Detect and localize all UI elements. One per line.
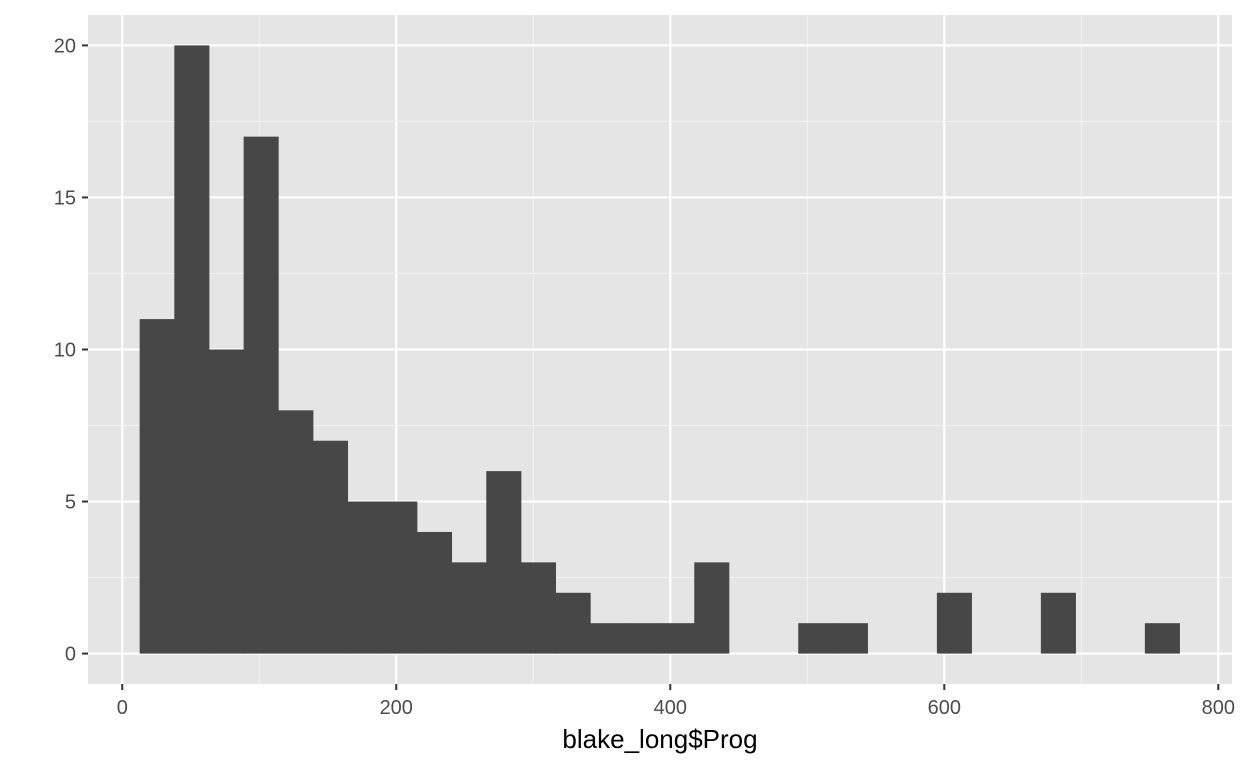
histogram-bar (451, 562, 487, 654)
histogram-bar (1040, 592, 1076, 654)
histogram-bar (139, 319, 175, 654)
histogram-bar (486, 471, 522, 654)
histogram-bar (278, 410, 314, 654)
y-tick-label: 5 (65, 492, 76, 514)
histogram-bar (208, 349, 245, 654)
histogram-bar (555, 592, 591, 654)
histogram-bar (382, 501, 418, 654)
x-axis-title: blake_long$Prog (562, 724, 757, 754)
histogram-bar (174, 45, 210, 654)
x-tick-label: 400 (654, 697, 687, 719)
y-tick-label: 10 (54, 340, 76, 362)
x-tick-label: 200 (380, 697, 413, 719)
histogram-bar (312, 440, 349, 654)
histogram-bar (624, 623, 660, 654)
x-tick-label: 800 (1202, 697, 1235, 719)
y-tick-label: 0 (65, 644, 76, 666)
x-tick-label: 0 (117, 697, 128, 719)
histogram-bar (1144, 623, 1180, 654)
histogram-bar (659, 623, 695, 654)
y-tick-label: 20 (54, 35, 76, 57)
histogram-bar (694, 562, 730, 654)
histogram-bar (936, 592, 972, 654)
x-tick-label: 600 (928, 697, 961, 719)
histogram-bar (347, 501, 383, 654)
histogram-bar (520, 562, 557, 654)
histogram-bar (243, 136, 279, 654)
y-tick-label: 15 (54, 187, 76, 209)
histogram-bar (832, 623, 868, 654)
histogram-bar (590, 623, 626, 654)
y-axis: 0 5 10 15 20 (54, 35, 88, 666)
x-axis: 0 200 400 600 800 (117, 684, 1235, 719)
histogram-bar (416, 531, 453, 654)
histogram-bars (139, 45, 1180, 654)
histogram-bar (798, 623, 834, 654)
